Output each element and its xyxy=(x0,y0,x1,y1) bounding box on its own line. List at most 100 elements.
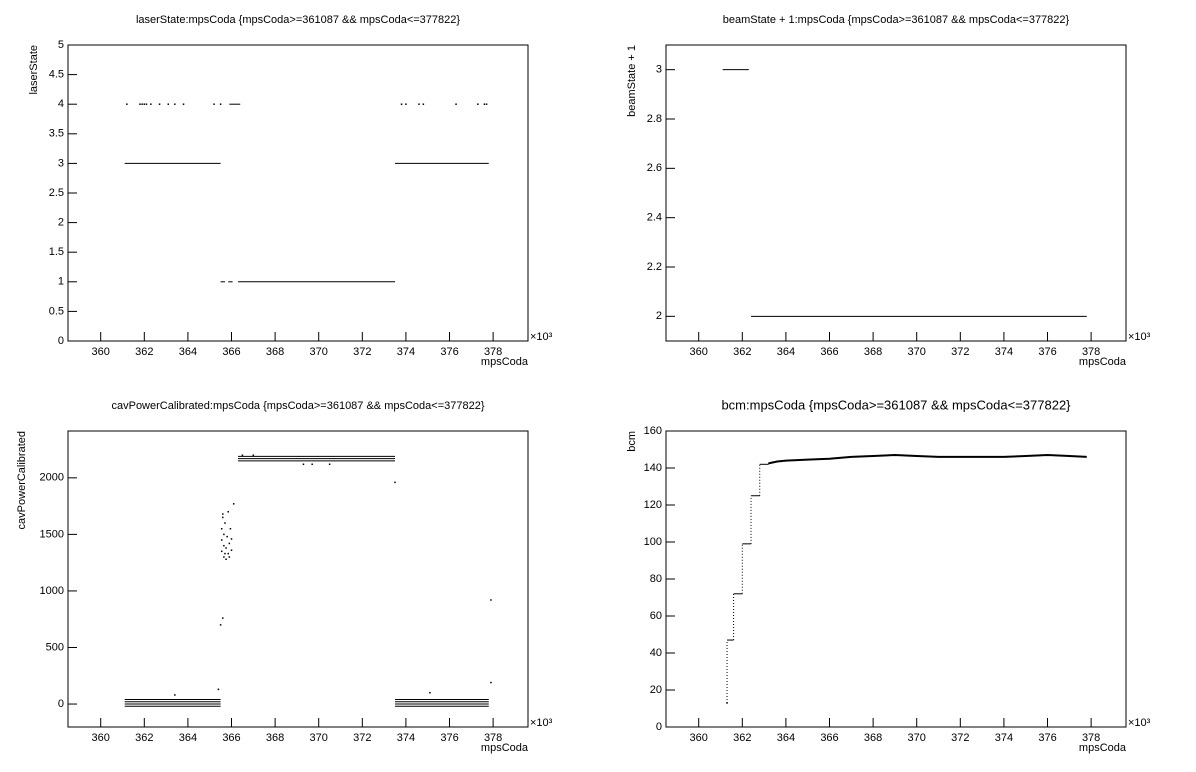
y-tick-label: 160 xyxy=(644,425,662,437)
point xyxy=(222,516,224,519)
point xyxy=(229,527,232,530)
y-tick-label: 1500 xyxy=(40,528,64,540)
point xyxy=(483,103,486,105)
point xyxy=(126,103,128,105)
x-tick-label: 376 xyxy=(440,346,458,358)
point xyxy=(222,617,224,619)
chart-title: beamState + 1:mpsCoda {mpsCoda>=361087 &… xyxy=(723,14,1070,26)
point xyxy=(222,513,224,515)
point xyxy=(227,552,229,555)
x-axis-label: mpsCoda xyxy=(481,742,529,754)
point xyxy=(223,533,225,536)
x-axis-label: mpsCoda xyxy=(1079,742,1127,754)
point xyxy=(429,691,431,694)
pad: bcm:mpsCoda {mpsCoda>=361087 && mpsCoda<… xyxy=(626,397,1151,753)
point xyxy=(224,522,226,524)
point xyxy=(145,103,148,105)
y-tick-label: 0.5 xyxy=(49,305,64,317)
point xyxy=(225,558,227,561)
point xyxy=(219,624,222,626)
y-tick-label: 2.5 xyxy=(49,187,64,199)
point xyxy=(167,103,170,105)
point xyxy=(182,103,185,105)
x-multiplier: ×10³ xyxy=(1128,717,1151,729)
y-tick-label: 3 xyxy=(58,157,64,169)
y-axis-label: laserState xyxy=(28,45,40,95)
x-tick-label: 372 xyxy=(353,732,371,744)
y-tick-label: 0 xyxy=(58,698,64,710)
point xyxy=(219,103,222,105)
x-tick-label: 374 xyxy=(995,732,1013,744)
x-tick-label: 372 xyxy=(951,346,969,358)
x-tick-label: 376 xyxy=(1038,346,1056,358)
point xyxy=(224,552,226,555)
point xyxy=(252,454,255,456)
point xyxy=(400,103,403,105)
x-tick-label: 376 xyxy=(1038,732,1056,744)
point xyxy=(241,454,244,456)
data-curve xyxy=(768,454,1087,465)
point xyxy=(485,103,488,105)
point xyxy=(477,103,479,105)
frame xyxy=(665,44,1127,342)
x-tick-label: 364 xyxy=(777,732,795,744)
point xyxy=(143,103,146,105)
point xyxy=(230,549,233,551)
x-tick-label: 362 xyxy=(135,346,153,358)
pad: beamState + 1:mpsCoda {mpsCoda>=361087 &… xyxy=(626,14,1151,368)
pad: cavPowerCalibrated:mpsCoda {mpsCoda>=361… xyxy=(16,400,553,754)
point xyxy=(220,527,223,530)
y-tick-label: 1000 xyxy=(40,585,64,597)
x-tick-label: 364 xyxy=(777,346,795,358)
point xyxy=(227,511,229,513)
y-tick-label: 40 xyxy=(650,647,662,659)
x-tick-label: 362 xyxy=(733,732,751,744)
point xyxy=(217,688,220,691)
point xyxy=(490,599,492,601)
y-axis-label: cavPowerCalibrated xyxy=(16,431,28,529)
x-tick-label: 362 xyxy=(733,346,751,358)
point xyxy=(418,103,420,105)
x-tick-label: 366 xyxy=(222,346,240,358)
x-axis-label: mpsCoda xyxy=(481,356,529,368)
point xyxy=(726,702,728,704)
y-tick-label: 0 xyxy=(656,721,662,733)
y-tick-label: 80 xyxy=(650,573,662,585)
x-tick-label: 372 xyxy=(951,732,969,744)
point xyxy=(455,103,457,105)
chart-title: cavPowerCalibrated:mpsCoda {mpsCoda>=361… xyxy=(111,400,484,412)
y-tick-label: 120 xyxy=(644,499,662,511)
x-tick-label: 378 xyxy=(484,732,502,744)
frame xyxy=(67,430,529,728)
frame xyxy=(665,430,1127,728)
x-tick-label: 360 xyxy=(92,346,110,358)
point xyxy=(223,544,225,547)
y-tick-label: 2.8 xyxy=(647,113,662,125)
x-axis-label: mpsCoda xyxy=(1079,356,1127,368)
x-tick-label: 378 xyxy=(1082,346,1100,358)
y-tick-label: 1 xyxy=(58,276,64,288)
x-tick-label: 370 xyxy=(908,732,926,744)
point xyxy=(213,103,215,105)
point xyxy=(232,503,235,505)
point xyxy=(228,542,231,545)
x-tick-label: 366 xyxy=(820,346,838,358)
x-tick-label: 374 xyxy=(995,346,1013,358)
x-multiplier: ×10³ xyxy=(1128,331,1151,343)
x-tick-label: 370 xyxy=(310,346,328,358)
x-tick-label: 378 xyxy=(484,346,502,358)
x-tick-label: 368 xyxy=(864,346,882,358)
x-tick-label: 364 xyxy=(179,732,197,744)
y-axis-label: beamState + 1 xyxy=(626,45,638,117)
point xyxy=(490,681,492,684)
point xyxy=(174,103,176,105)
x-tick-label: 368 xyxy=(266,732,284,744)
y-tick-label: 2 xyxy=(656,310,662,322)
x-tick-label: 366 xyxy=(222,732,240,744)
point xyxy=(141,103,143,105)
point xyxy=(394,481,396,484)
point xyxy=(405,103,407,105)
y-tick-label: 100 xyxy=(644,536,662,548)
